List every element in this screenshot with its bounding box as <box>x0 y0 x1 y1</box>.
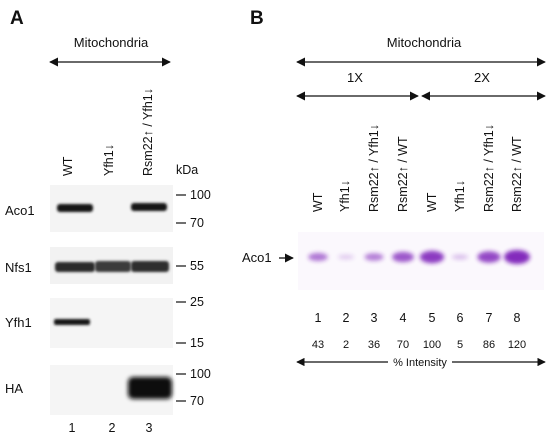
panel-a-label: A <box>10 8 24 29</box>
aco1-band <box>477 251 501 263</box>
marker-label: 70 <box>190 394 204 408</box>
aco1-band <box>504 250 530 264</box>
band-group <box>308 250 530 264</box>
lane-number: 7 <box>486 311 493 325</box>
marker-label: 15 <box>190 336 204 350</box>
panel-a: A Mitochondria WT Yfh1↓ Rsm22↑ / Yfh1↓ k… <box>5 8 211 435</box>
panel-a-lane-label: Rsm22↑ / Yfh1↓ <box>141 88 155 176</box>
lane-number: 1 <box>69 421 76 435</box>
lane-number: 2 <box>343 311 350 325</box>
panel-b-lane-label: WT <box>425 192 439 212</box>
lane-number: 1 <box>315 311 322 325</box>
blot-label: Nfs1 <box>5 260 32 275</box>
band <box>54 319 90 325</box>
aco1-band <box>337 254 355 260</box>
band <box>95 261 131 272</box>
panel-b-lane-label: Rsm22↑ / Yfh1↓ <box>482 124 496 212</box>
intensity-value: 70 <box>397 339 409 351</box>
blot-label: Aco1 <box>5 203 35 218</box>
aco1-band <box>451 254 469 260</box>
band <box>131 203 167 211</box>
aco1-band <box>392 251 414 263</box>
band <box>57 204 93 212</box>
intensity-value: 43 <box>312 339 324 351</box>
lane-number: 3 <box>146 421 153 435</box>
intensity-axis-label: % Intensity <box>393 357 447 369</box>
blot-ha: HA 100 70 <box>5 365 211 415</box>
panel-b-label: B <box>250 8 264 29</box>
marker-label: 100 <box>190 188 211 202</box>
intensity-value: 86 <box>483 339 495 351</box>
marker-label: 55 <box>190 259 204 273</box>
gel-background <box>298 232 544 290</box>
gel-aco1 <box>298 232 544 290</box>
blot-nfs1: Nfs1 55 <box>5 247 204 284</box>
intensity-value: 100 <box>423 339 441 351</box>
panel-b-lane-label: Rsm22↑ / WT <box>396 136 410 212</box>
intensity-value: 120 <box>508 339 526 351</box>
panel-a-lane-label: Yfh1↓ <box>102 144 116 176</box>
marker-label: 70 <box>190 216 204 230</box>
panel-b-lane-label: WT <box>311 192 325 212</box>
group-1x-label: 1X <box>347 70 363 85</box>
aco1-band <box>364 253 384 261</box>
blot-label: HA <box>5 381 23 396</box>
panel-a-header: Mitochondria <box>74 35 149 50</box>
group-2x-label: 2X <box>474 70 490 85</box>
panel-b-lane-label: Yfh1↓ <box>453 180 467 212</box>
band <box>131 261 169 272</box>
panel-b-lane-label: Rsm22↑ / WT <box>510 136 524 212</box>
intensity-value: 5 <box>457 339 463 351</box>
band <box>55 262 95 272</box>
intensity-value: 36 <box>368 339 380 351</box>
lane-number: 5 <box>429 311 436 325</box>
aco1-band <box>419 250 445 264</box>
lane-number: 3 <box>371 311 378 325</box>
band-label: Aco1 <box>242 250 272 265</box>
blot-aco1: Aco1 100 70 <box>5 185 211 232</box>
panel-b-lane-label: Rsm22↑ / Yfh1↓ <box>367 124 381 212</box>
blot-label: Yfh1 <box>5 315 32 330</box>
aco1-band <box>308 252 328 262</box>
panel-b-lane-label: Yfh1↓ <box>338 180 352 212</box>
panel-b-header: Mitochondria <box>387 35 462 50</box>
kda-label: kDa <box>176 163 198 177</box>
lane-number: 6 <box>457 311 464 325</box>
panel-b: B Mitochondria 1X 2X WT Yfh1↓ Rsm22↑ / Y… <box>242 8 546 369</box>
intensity-value: 2 <box>343 339 349 351</box>
blot-yfh1: Yfh1 25 15 <box>5 295 204 350</box>
marker-label: 25 <box>190 295 204 309</box>
lane-number: 8 <box>514 311 521 325</box>
lane-number: 4 <box>400 311 407 325</box>
marker-label: 100 <box>190 367 211 381</box>
lane-number: 2 <box>109 421 116 435</box>
band <box>128 377 172 399</box>
panel-a-lane-label: WT <box>61 156 75 176</box>
